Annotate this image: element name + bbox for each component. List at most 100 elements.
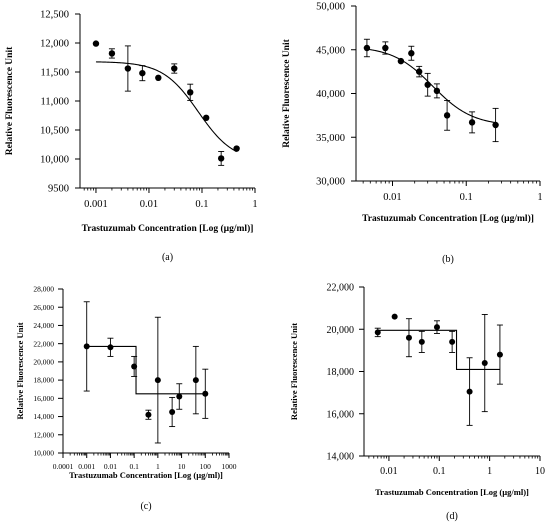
point-marker: [192, 377, 199, 384]
panel-label: (c): [140, 501, 151, 512]
point-marker: [154, 377, 161, 384]
y-tick-label: 9500: [48, 184, 69, 195]
data-point: [468, 111, 476, 134]
x-tick-label: 1: [156, 462, 160, 471]
y-tick-label: 12,000: [40, 39, 69, 50]
x-tick-label: 1000: [222, 462, 237, 471]
y-axis-label: Relative Fluorescence Unit: [15, 322, 25, 419]
data-point: [192, 345, 199, 415]
y-tick-label: 11,500: [41, 68, 70, 79]
point-marker: [108, 50, 116, 57]
y-tick-label: 12,500: [40, 10, 69, 21]
point-marker: [202, 114, 210, 122]
x-tick-label: 0.001: [78, 462, 95, 471]
data-point: [145, 409, 152, 420]
data-point: [154, 316, 161, 444]
x-tick-label: 0.1: [433, 466, 446, 477]
x-tick-label: 1: [487, 466, 492, 477]
y-tick-label: 16,000: [33, 394, 54, 403]
data-point: [405, 318, 412, 358]
point-marker: [397, 57, 405, 65]
point-marker: [374, 329, 381, 336]
fit-curve: [95, 61, 237, 153]
y-axis-label: Relative Fluorescence Unit: [289, 323, 299, 420]
point-marker: [187, 89, 194, 96]
fit-curve: [377, 329, 500, 370]
point-marker: [405, 334, 412, 341]
x-tick-label: 0.001: [84, 199, 108, 210]
chart-panel-d: 0.01 0.1 1 10 14,000 16,000 18,000 20,000 22,000…: [289, 283, 545, 523]
data-point: [108, 48, 116, 59]
point-marker: [481, 360, 488, 367]
y-axis-label: Relative Fluorescence Unit: [282, 38, 292, 147]
point-marker: [382, 44, 389, 52]
data-point: [443, 100, 451, 131]
x-tick-label: 0.1: [195, 199, 208, 210]
data-point: [131, 355, 138, 377]
x-tick-label: 0.1: [129, 462, 139, 471]
point-marker: [176, 393, 183, 400]
chart-panel-c: 0.0001 0.001 0.01 0.1 1 10 100 1000 10,000 12,000…: [15, 285, 237, 512]
y-tick-label: 40,000: [316, 89, 345, 100]
y-tick-label: 18,000: [33, 376, 54, 385]
panel-label: (a): [162, 252, 173, 263]
data-point: [187, 83, 194, 101]
x-axis-label: Trastuzumab Concentration [Log (µg/ml)]: [82, 223, 254, 234]
point-marker: [131, 363, 138, 370]
panel-label: (b): [442, 254, 454, 265]
data-point: [171, 63, 178, 74]
y-tick-label: 30,000: [316, 177, 345, 188]
fit-curve: [86, 345, 206, 395]
data-point: [466, 357, 473, 426]
data-point: [433, 83, 441, 99]
y-tick-label: 10,000: [33, 449, 54, 458]
data-point: [233, 145, 240, 152]
point-marker: [433, 87, 441, 95]
point-marker: [449, 338, 456, 345]
point-marker: [468, 119, 476, 126]
x-tick-label: 0.01: [140, 199, 158, 210]
point-marker: [145, 411, 152, 418]
data-point: [418, 330, 425, 353]
x-tick-label: 10: [178, 462, 186, 471]
data-point: [202, 114, 210, 122]
data-point: [382, 41, 389, 55]
chart-panel-a: 0.001 0.01 0.1 1 9500 10,000 10,500 11,000 11,50…: [5, 10, 258, 263]
y-tick-label: 26,000: [33, 303, 54, 312]
point-marker: [363, 44, 371, 52]
point-marker: [171, 65, 178, 72]
data-point: [449, 330, 456, 353]
y-tick-label: 10,000: [40, 155, 69, 166]
point-marker: [217, 155, 225, 162]
y-tick-label: 14,000: [33, 412, 54, 421]
y-tick-label: 12,000: [33, 430, 54, 439]
point-marker: [415, 68, 423, 75]
data-point: [176, 383, 183, 410]
x-tick-label: 0.0001: [53, 462, 74, 471]
y-tick-label: 45,000: [316, 45, 345, 56]
x-tick-label: 0.01: [104, 462, 117, 471]
y-tick-label: 35,000: [316, 133, 345, 144]
point-marker: [107, 344, 114, 351]
x-tick-label: 10: [535, 466, 545, 477]
point-marker: [466, 388, 473, 395]
point-marker: [202, 390, 209, 397]
x-tick-label: 0.1: [460, 192, 473, 203]
y-tick-label: 22,000: [33, 339, 54, 348]
data-point: [107, 337, 114, 357]
y-tick-label: 28,000: [33, 285, 54, 294]
data-point: [374, 327, 381, 338]
data-point: [492, 107, 499, 143]
y-tick-label: 20,000: [327, 325, 355, 336]
x-axis-label: Trastuzumab Concentration [Log (µg/ml)]: [362, 213, 534, 224]
y-tick-label: 22,000: [327, 283, 355, 294]
point-marker: [443, 112, 451, 119]
data-point: [139, 65, 146, 82]
point-marker: [139, 69, 146, 77]
data-point: [415, 65, 423, 78]
data-point: [408, 45, 415, 61]
x-tick-label: 0.01: [383, 192, 401, 203]
data-point: [92, 40, 100, 47]
x-tick-label: 0.01: [380, 466, 398, 477]
